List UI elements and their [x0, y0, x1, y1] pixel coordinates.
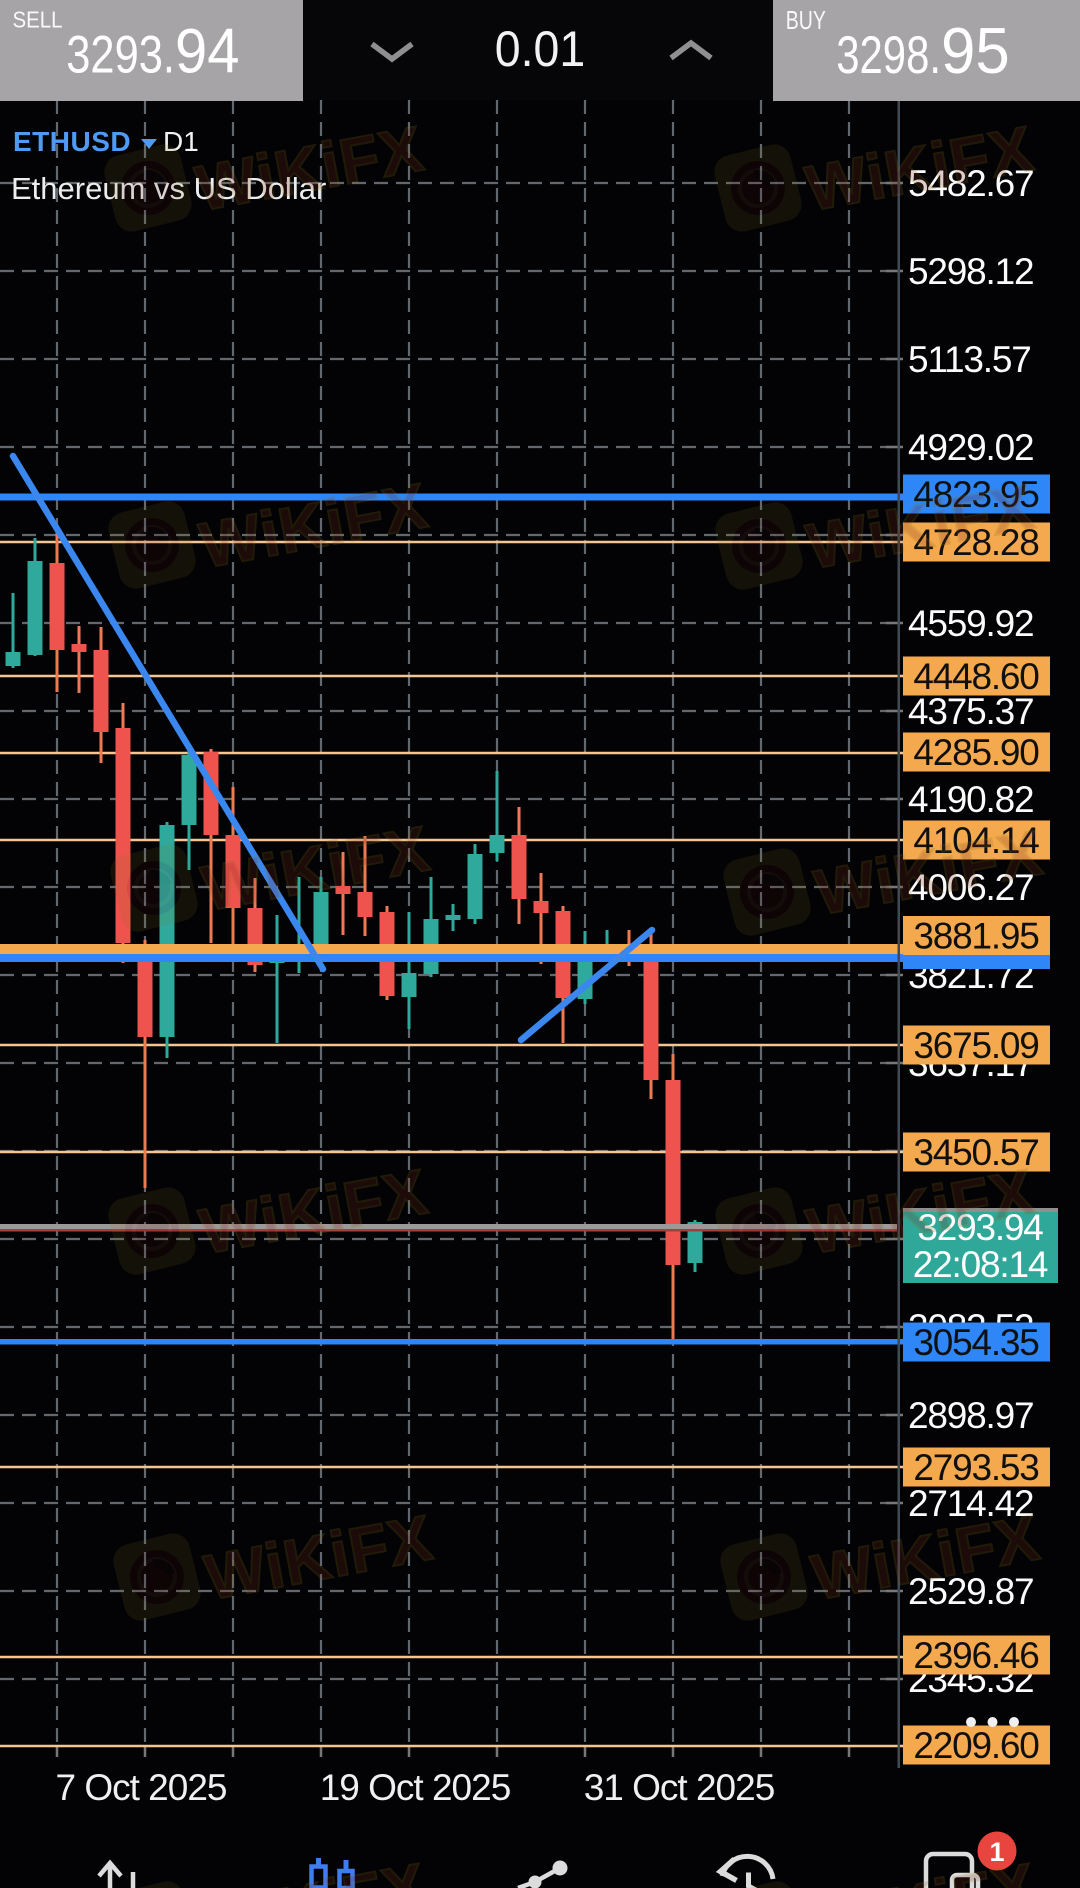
svg-text:7 Oct 2025: 7 Oct 2025	[55, 1767, 226, 1808]
svg-text:4285.90: 4285.90	[913, 732, 1039, 773]
svg-text:0.01: 0.01	[495, 21, 585, 77]
svg-text:94: 94	[175, 15, 239, 86]
svg-text:31 Oct 2025: 31 Oct 2025	[584, 1767, 775, 1808]
svg-text:2793.53: 2793.53	[913, 1447, 1038, 1488]
svg-text:SELL: SELL	[13, 6, 63, 33]
svg-text:4929.02: 4929.02	[908, 427, 1033, 468]
svg-text:3293.: 3293.	[66, 25, 175, 84]
svg-text:19 Oct 2025: 19 Oct 2025	[320, 1767, 511, 1808]
svg-text:95: 95	[941, 16, 1010, 88]
svg-text:4190.82: 4190.82	[908, 779, 1033, 820]
svg-text:ETHUSD: ETHUSD	[13, 126, 131, 157]
svg-text:4559.92: 4559.92	[908, 603, 1033, 644]
svg-text:3675.09: 3675.09	[913, 1025, 1038, 1066]
svg-text:2898.97: 2898.97	[908, 1395, 1033, 1436]
svg-text:3298.: 3298.	[836, 26, 941, 85]
svg-text:5113.57: 5113.57	[908, 339, 1031, 380]
svg-text:2396.46: 2396.46	[913, 1635, 1038, 1676]
svg-text:4448.60: 4448.60	[913, 656, 1039, 697]
svg-text:2209.60: 2209.60	[913, 1725, 1039, 1766]
svg-text:3881.95: 3881.95	[913, 916, 1039, 957]
svg-text:22:08:14: 22:08:14	[913, 1244, 1048, 1285]
svg-text:BUY: BUY	[786, 5, 826, 34]
svg-text:3054.35: 3054.35	[913, 1322, 1039, 1363]
svg-text:4375.37: 4375.37	[908, 691, 1033, 732]
svg-text:5298.12: 5298.12	[908, 251, 1033, 292]
